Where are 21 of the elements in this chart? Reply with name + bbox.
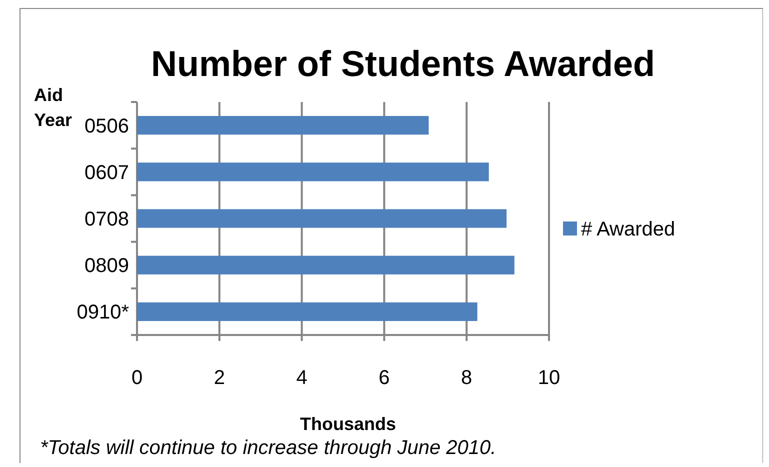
chart-title: Number of Students Awarded	[150, 43, 656, 84]
y-tick-label: 0910*	[76, 302, 130, 324]
x-tick-label: 4	[296, 367, 308, 389]
x-tick-label: 8	[461, 367, 472, 389]
legend-label: # Awarded	[581, 218, 676, 240]
y-tick-label: 0506	[84, 115, 129, 138]
bar	[137, 162, 489, 182]
y-tick-label: 0708	[84, 208, 129, 230]
bar	[137, 302, 478, 322]
y-tick-label: 0809	[84, 255, 129, 278]
y-axis-title: Aid Year	[34, 85, 72, 130]
x-tick-label: 10	[538, 367, 560, 389]
text: *Totals will continue to increase through June 2010.	[40, 437, 496, 459]
y-tick-label: 0607	[84, 162, 129, 184]
x-axis-title: Thousands	[300, 414, 396, 434]
bar	[137, 116, 429, 135]
bar	[137, 256, 514, 274]
x-tick-label: 6	[378, 367, 390, 389]
bar	[137, 209, 507, 228]
x-tick-label: 0	[131, 367, 143, 389]
x-tick-label: 2	[214, 367, 225, 389]
